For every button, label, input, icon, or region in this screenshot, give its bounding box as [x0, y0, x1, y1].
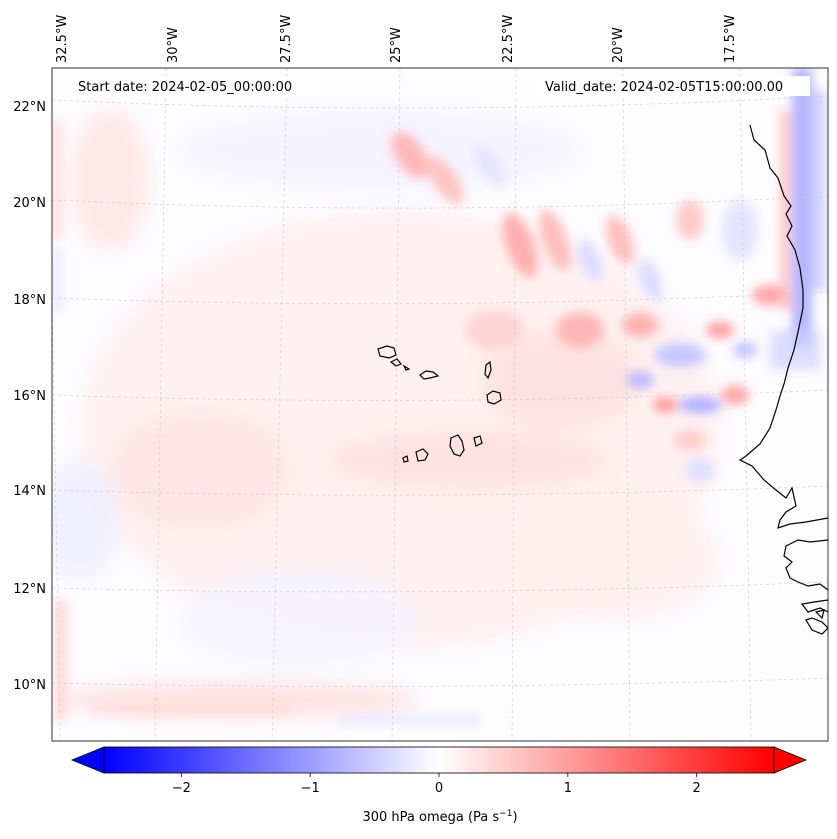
- lon-label: 32.5°W: [55, 15, 70, 63]
- lat-label: 16°N: [13, 389, 46, 404]
- latitude-labels: 22°N 20°N 18°N 16°N 14°N 12°N 10°N: [13, 100, 46, 693]
- lat-label: 20°N: [13, 196, 46, 211]
- africa-coast: [738, 124, 828, 529]
- lat-label: 10°N: [13, 678, 46, 693]
- colorbar-tick-label: −2: [172, 781, 191, 796]
- map-panel: Start date: 2024-02-05_00:00:00 Valid_da…: [51, 67, 829, 742]
- valid-date: Valid_date: 2024-02-05T15:00:00.00: [545, 80, 783, 95]
- colorbar-tick-label: −1: [301, 781, 320, 796]
- colorbar-tick-label: 0: [435, 781, 443, 796]
- valid-date-box: [536, 76, 810, 96]
- lat-label: 22°N: [13, 100, 46, 115]
- lon-label: 25°W: [389, 27, 404, 63]
- coastline: [738, 124, 828, 635]
- start-date-box: [70, 76, 320, 96]
- longitude-labels: 32.5°W 30°W 27.5°W 25°W 22.5°W 20°W 17.5…: [55, 15, 738, 63]
- start-date: Start date: 2024-02-05_00:00:00: [78, 80, 292, 95]
- colorbar-max-extend: [773, 746, 808, 774]
- omega-field: [52, 68, 826, 725]
- map-frame: [51, 67, 829, 742]
- colorbar-min-extend: [70, 746, 105, 774]
- colorbar-label: 300 hPa omega (Pa s−1): [362, 809, 517, 825]
- cape-verde-islands: [377, 345, 502, 463]
- lat-label: 18°N: [13, 293, 46, 308]
- lat-label: 12°N: [13, 582, 46, 597]
- colorbar: −2 −1 0 1 2 300 hPa omega (Pa s−1): [70, 746, 808, 825]
- graticule: [52, 68, 828, 741]
- colorbar-tick-label: 2: [693, 781, 701, 796]
- lon-label: 27.5°W: [279, 15, 294, 63]
- lon-label: 17.5°W: [723, 15, 738, 63]
- lat-label: 14°N: [13, 484, 46, 499]
- colorbar-gradient: [104, 747, 774, 773]
- colorbar-ticks: −2 −1 0 1 2: [172, 773, 701, 796]
- lon-label: 30°W: [166, 27, 181, 63]
- lon-label: 22.5°W: [501, 15, 516, 63]
- colorbar-tick-label: 1: [564, 781, 572, 796]
- lon-label: 20°W: [611, 27, 626, 63]
